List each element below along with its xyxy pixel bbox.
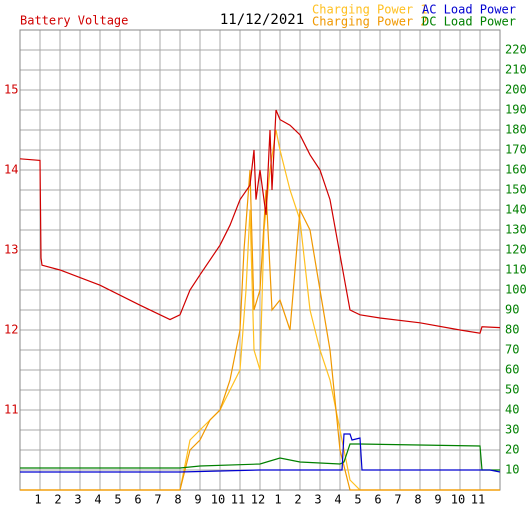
x-tick-label: 8 (174, 493, 181, 507)
y2-tick-label: 190 (505, 103, 527, 117)
x-tick-label: 11 (231, 493, 245, 507)
x-tick-label: 2 (54, 493, 61, 507)
y2-tick-label: 40 (505, 403, 519, 417)
x-tick-label: 11 (471, 493, 485, 507)
x-tick-label: 5 (354, 493, 361, 507)
y-axis-label: Battery Voltage (20, 14, 128, 28)
x-tick-label: 6 (134, 493, 141, 507)
legend-entry: Charging Power 1 (312, 3, 428, 17)
x-tick-label: 9 (434, 493, 441, 507)
y2-tick-label: 80 (505, 323, 519, 337)
x-tick-label: 4 (94, 493, 101, 507)
y2-tick-label: 100 (505, 283, 527, 297)
y2-tick-label: 30 (505, 423, 519, 437)
y2-tick-label: 170 (505, 143, 527, 157)
y-tick-label: 15 (4, 83, 18, 97)
y2-tick-label: 120 (505, 243, 527, 257)
y2-tick-label: 20 (505, 443, 519, 457)
series-line (20, 443, 500, 471)
y2-tick-label: 180 (505, 123, 527, 137)
y-tick-label: 12 (4, 323, 18, 337)
y2-tick-label: 140 (505, 203, 527, 217)
y-tick-label: 14 (4, 163, 18, 177)
y2-tick-label: 160 (505, 163, 527, 177)
x-tick-label: 3 (74, 493, 81, 507)
plot-border (19, 29, 501, 491)
x-tick-label: 6 (374, 493, 381, 507)
x-tick-label: 7 (154, 493, 161, 507)
legend-entry: AC Load Power (422, 3, 516, 17)
x-tick-label: 5 (114, 493, 121, 507)
x-tick-label: 12 (251, 493, 265, 507)
x-tick-label: 3 (314, 493, 321, 507)
x-tick-label: 10 (211, 493, 225, 507)
y2-tick-label: 210 (505, 63, 527, 77)
legend-entry: DC Load Power (422, 15, 516, 29)
y2-tick-label: 130 (505, 223, 527, 237)
x-tick-label: 10 (451, 493, 465, 507)
x-tick-label: 2 (294, 493, 301, 507)
y2-tick-label: 10 (505, 463, 519, 477)
x-tick-label: 4 (334, 493, 341, 507)
y-tick-label: 11 (4, 403, 18, 417)
y2-tick-label: 90 (505, 303, 519, 317)
y2-tick-label: 110 (505, 263, 527, 277)
y2-tick-label: 60 (505, 363, 519, 377)
series-line (20, 169, 500, 491)
y2-tick-label: 150 (505, 183, 527, 197)
x-tick-label: 9 (194, 493, 201, 507)
y2-tick-label: 50 (505, 383, 519, 397)
y2-tick-label: 220 (505, 43, 527, 57)
y2-tick-label: 200 (505, 83, 527, 97)
y-tick-label: 13 (4, 243, 18, 257)
x-tick-label: 1 (34, 493, 41, 507)
x-tick-label: 8 (414, 493, 421, 507)
series-line (19, 109, 501, 334)
series-line (20, 433, 501, 473)
y2-tick-label: 70 (505, 343, 519, 357)
legend-entry: Charging Power 2 (312, 15, 428, 29)
x-tick-label: 7 (394, 493, 401, 507)
chart-title: 11/12/2021 (220, 12, 304, 28)
x-tick-label: 1 (274, 493, 281, 507)
